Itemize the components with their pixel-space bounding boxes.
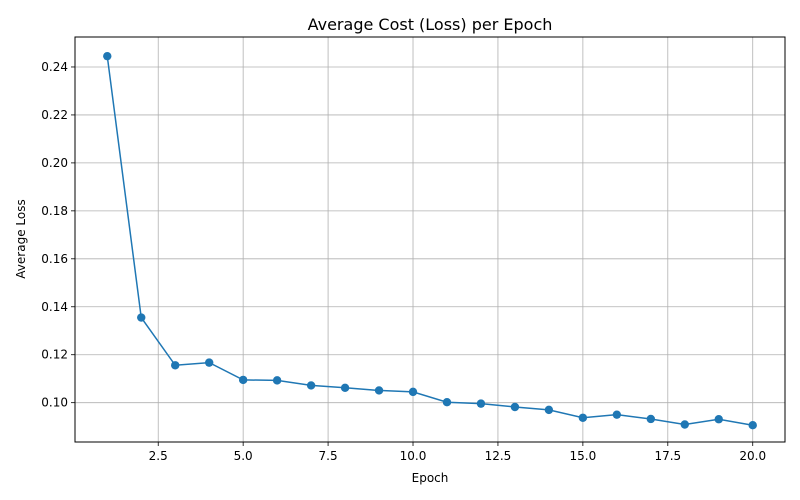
x-tick-label: 20.0 [739,449,766,463]
y-axis-label: Average Loss [14,199,28,278]
y-tick-label: 0.16 [41,252,68,266]
data-point [238,375,248,385]
x-tick-label: 10.0 [400,449,427,463]
y-tick-label: 0.24 [41,60,68,74]
data-point [510,402,520,412]
data-point [408,387,418,397]
y-axis: 0.10 0.12 0.14 0.16 0.18 0.20 0.22 0.24 [41,60,75,410]
data-point [578,413,588,422]
x-tick-label: 5.0 [234,449,253,463]
grid [75,37,785,442]
x-axis: 2.5 5.0 7.5 10.0 12.5 15.0 17.5 20.0 [149,442,766,463]
data-point [374,386,384,395]
series-layer [103,51,757,430]
x-tick-label: 17.5 [654,449,681,463]
x-tick-label: 12.5 [485,449,512,463]
x-tick-label: 2.5 [149,449,168,463]
data-point [137,313,146,322]
y-tick-label: 0.10 [41,396,68,410]
x-axis-label: Epoch [412,471,449,485]
y-tick-label: 0.18 [41,204,68,218]
data-point [646,414,656,424]
y-tick-label: 0.22 [41,108,68,122]
data-point [680,420,689,429]
data-point [306,381,316,390]
data-point [714,415,723,424]
y-tick-label: 0.20 [41,156,68,170]
data-point [748,421,757,430]
y-tick-label: 0.14 [41,300,68,314]
chart-title: Average Cost (Loss) per Epoch [308,15,553,34]
data-point [204,358,214,367]
x-tick-label: 7.5 [319,449,338,463]
data-point [612,410,622,419]
data-point [171,361,180,370]
data-point [476,399,486,408]
plot-frame [74,36,786,443]
data-point [544,405,554,415]
data-point [272,376,282,385]
series-line [106,56,753,426]
x-tick-label: 15.0 [570,449,597,463]
data-point [340,383,350,393]
data-point [442,397,452,407]
y-tick-label: 0.12 [41,348,68,362]
data-point [103,51,112,61]
